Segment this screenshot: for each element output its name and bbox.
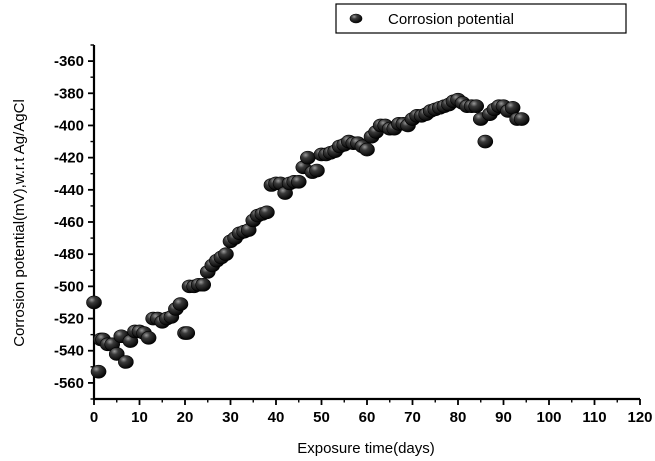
data-points (86, 92, 530, 379)
x-tick-label: 80 (450, 409, 467, 426)
data-point (259, 205, 275, 220)
x-tick-label: 70 (404, 409, 421, 426)
legend: Corrosion potential (335, 3, 627, 34)
y-tick-label: -540 (54, 343, 84, 360)
x-tick-label: 120 (627, 409, 652, 426)
x-axis-title: Exposure time(days) (297, 440, 435, 457)
legend-marker (349, 13, 363, 24)
x-tick-label: 10 (131, 409, 148, 426)
data-point (140, 331, 157, 345)
x-tick-label: 0 (90, 409, 98, 426)
data-point (290, 174, 307, 189)
y-tick-label: -380 (54, 85, 84, 102)
y-tick-label: -360 (54, 53, 84, 70)
x-tick-label: 40 (268, 409, 285, 426)
data-point (309, 163, 325, 178)
x-axis-ticks: 0 10 20 30 40 50 60 70 80 90 100 110 120 (90, 399, 653, 426)
x-tick-label: 20 (177, 409, 194, 426)
data-point (172, 297, 189, 311)
data-point (218, 247, 234, 261)
data-point (300, 150, 316, 165)
x-tick-label: 110 (582, 409, 606, 426)
legend-box (335, 3, 627, 34)
data-point (359, 142, 375, 157)
x-tick-label: 30 (222, 409, 239, 426)
y-tick-label: -500 (54, 278, 84, 295)
x-tick-label: 50 (313, 409, 330, 426)
y-axis-ticks: -360 -380 -400 -420 -440 -460 -480 -500 -520 -540… (54, 44, 94, 400)
y-tick-label: -420 (54, 150, 84, 167)
data-point (468, 99, 485, 113)
y-tick-label: -560 (54, 375, 84, 392)
data-point (86, 295, 102, 310)
data-point (477, 134, 494, 149)
x-tick-label: 60 (359, 409, 376, 426)
legend-label: Corrosion potential (388, 11, 514, 28)
x-tick-label: 90 (495, 409, 512, 426)
x-tick-label: 100 (536, 409, 561, 426)
axes (92, 45, 640, 401)
y-tick-label: -440 (54, 182, 84, 199)
y-tick-label: -400 (54, 117, 84, 134)
data-point (118, 355, 134, 369)
data-point (195, 277, 211, 292)
data-point (90, 364, 107, 379)
data-point (179, 326, 196, 340)
y-tick-label: -480 (54, 246, 84, 263)
y-tick-label: -520 (54, 311, 84, 328)
y-axis-title: Corrosion potential(mV),w.r.t Ag/AgCl (11, 99, 28, 347)
y-tick-label: -460 (54, 214, 84, 231)
data-point (513, 112, 530, 126)
